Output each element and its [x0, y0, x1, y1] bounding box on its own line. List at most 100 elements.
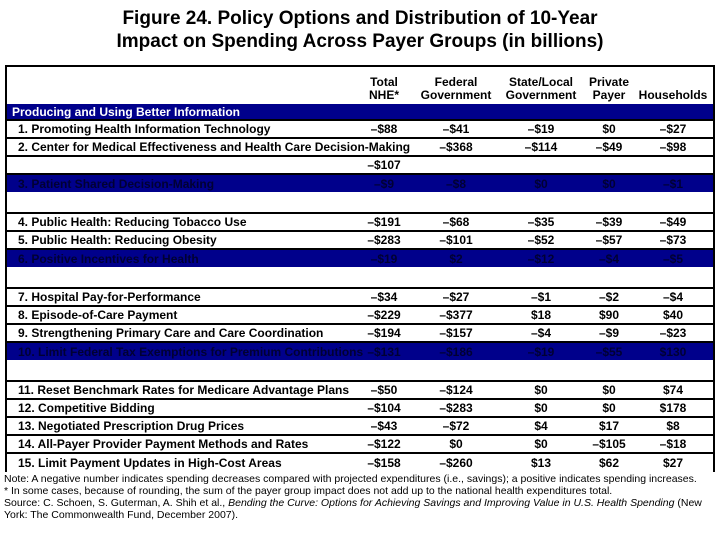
- row-value: –$39: [595, 215, 623, 229]
- row-value: –$377: [439, 308, 473, 322]
- row-value: –$4: [662, 290, 684, 304]
- row-value: $2: [449, 251, 463, 266]
- row-value: –$98: [659, 140, 687, 154]
- row-value: $0: [534, 437, 548, 451]
- row-label: 14. All-Payer Provider Payment Methods a…: [18, 437, 309, 451]
- row-value: –$27: [442, 290, 470, 304]
- table-row: 5. Public Health: Reducing Obesity –$283…: [7, 232, 713, 250]
- row-value: $74: [662, 383, 684, 397]
- row-value: $0: [602, 122, 616, 136]
- row-value: –$105: [592, 437, 626, 451]
- row-value: –$35: [527, 215, 555, 229]
- row-label: 5. Public Health: Reducing Obesity: [18, 233, 217, 247]
- table-row: 2. Center for Medical Effectiveness and …: [7, 139, 713, 157]
- figure-title: Figure 24. Policy Options and Distributi…: [0, 7, 720, 53]
- row-value: $0: [602, 401, 616, 415]
- table-body: Producing and Using Better Information 1…: [7, 104, 713, 472]
- row-value: –$368: [439, 140, 473, 154]
- row-value: –$194: [367, 326, 401, 340]
- row-value: –$131: [367, 344, 401, 359]
- row-label: 8. Episode-of-Care Payment: [18, 308, 178, 322]
- row-value: –$283: [367, 233, 401, 247]
- table-row: [7, 192, 713, 214]
- row-value: –$104: [367, 401, 401, 415]
- table-row: 4. Public Health: Reducing Tobacco Use –…: [7, 214, 713, 232]
- row-value: –$157: [439, 326, 473, 340]
- row-value: –$1: [662, 176, 684, 191]
- table-row: 14. All-Payer Provider Payment Methods a…: [7, 436, 713, 454]
- column-header-private-payer: Private Payer: [588, 75, 630, 102]
- row-value: –$260: [439, 456, 473, 470]
- row-value: $27: [662, 456, 684, 470]
- row-value: $8: [666, 419, 680, 433]
- row-value: –$4: [530, 326, 552, 340]
- row-value: $130: [659, 344, 687, 359]
- note-negative-values: Note: A negative number indicates spendi…: [4, 473, 697, 485]
- row-value: $0: [449, 437, 463, 451]
- row-value: –$50: [370, 383, 398, 397]
- column-header-federal-government: Federal Government: [420, 75, 492, 102]
- row-label: 10. Limit Federal Tax Exemptions for Pre…: [18, 344, 364, 359]
- row-value: $17: [598, 419, 620, 433]
- table-row: 8. Episode-of-Care Payment –$229 –$377 $…: [7, 307, 713, 325]
- row-label: 3. Patient Shared Decision-Making: [18, 176, 215, 191]
- table-row: 12. Competitive Bidding –$104 –$283 $0 $…: [7, 400, 713, 418]
- row-value: –$55: [595, 344, 623, 359]
- row-value: –$2: [598, 290, 620, 304]
- row-value: –$283: [439, 401, 473, 415]
- row-value: $18: [530, 308, 552, 322]
- row-value: $62: [598, 456, 620, 470]
- row-label: Producing and Using Better Information: [12, 104, 241, 119]
- row-label: 11. Reset Benchmark Rates for Medicare A…: [18, 383, 350, 397]
- table-row: 9. Strengthening Primary Care and Care C…: [7, 325, 713, 343]
- row-value: $178: [659, 401, 687, 415]
- row-label: 15. Limit Payment Updates in High-Cost A…: [18, 456, 282, 470]
- row-value: –$5: [662, 251, 684, 266]
- row-label: 6. Positive Incentives for Health: [18, 251, 199, 266]
- footnotes: Note: A negative number indicates spendi…: [4, 473, 716, 521]
- row-value: $0: [534, 383, 548, 397]
- row-value: $0: [602, 176, 616, 191]
- row-value: –$8: [445, 176, 467, 191]
- row-value: –$43: [370, 419, 398, 433]
- row-value: –$122: [367, 437, 401, 451]
- row-value: –$114: [524, 140, 558, 154]
- row-value: –$9: [598, 326, 620, 340]
- row-value: –$57: [595, 233, 623, 247]
- table-row: 13. Negotiated Prescription Drug Prices …: [7, 418, 713, 436]
- table-header-row: Total NHE* Federal Government State/Loca…: [7, 67, 713, 104]
- row-value: –$186: [439, 344, 473, 359]
- row-label: 4. Public Health: Reducing Tobacco Use: [18, 215, 247, 229]
- table-row: 10. Limit Federal Tax Exemptions for Pre…: [7, 343, 713, 360]
- row-value: $90: [598, 308, 620, 322]
- row-value: –$158: [367, 456, 401, 470]
- column-header-households: Households: [638, 88, 708, 102]
- row-value: –$191: [367, 215, 401, 229]
- row-label: 12. Competitive Bidding: [18, 401, 155, 415]
- row-value: $0: [602, 383, 616, 397]
- row-label: 13. Negotiated Prescription Drug Prices: [18, 419, 245, 433]
- table-row: 15. Limit Payment Updates in High-Cost A…: [7, 454, 713, 472]
- row-value: –$52: [527, 233, 555, 247]
- row-value: –$19: [527, 122, 555, 136]
- row-value: –$12: [527, 251, 555, 266]
- table-row: Producing and Using Better Information: [7, 104, 713, 121]
- row-label: 1. Promoting Health Information Technolo…: [18, 122, 271, 136]
- figure-title-line2: Impact on Spending Across Payer Groups (…: [116, 31, 604, 52]
- row-value: –$4: [598, 251, 620, 266]
- table-row: 3. Patient Shared Decision-Making –$9 –$…: [7, 175, 713, 192]
- figure-title-line1: Figure 24. Policy Options and Distributi…: [122, 8, 598, 29]
- row-value: –$1: [530, 290, 552, 304]
- policy-impact-table: Total NHE* Federal Government State/Loca…: [5, 65, 715, 472]
- row-value: –$49: [595, 140, 623, 154]
- table-row: –$107: [7, 157, 713, 175]
- row-value: –$23: [659, 326, 687, 340]
- source-publication-title: Bending the Curve: Options for Achieving…: [228, 497, 675, 509]
- note-rounding: * In some cases, because of rounding, th…: [4, 485, 613, 497]
- row-value: –$101: [439, 233, 473, 247]
- row-value: –$124: [439, 383, 473, 397]
- row-value: –$68: [442, 215, 470, 229]
- row-label: 2. Center for Medical Effectiveness and …: [18, 140, 411, 154]
- row-value: –$41: [442, 122, 470, 136]
